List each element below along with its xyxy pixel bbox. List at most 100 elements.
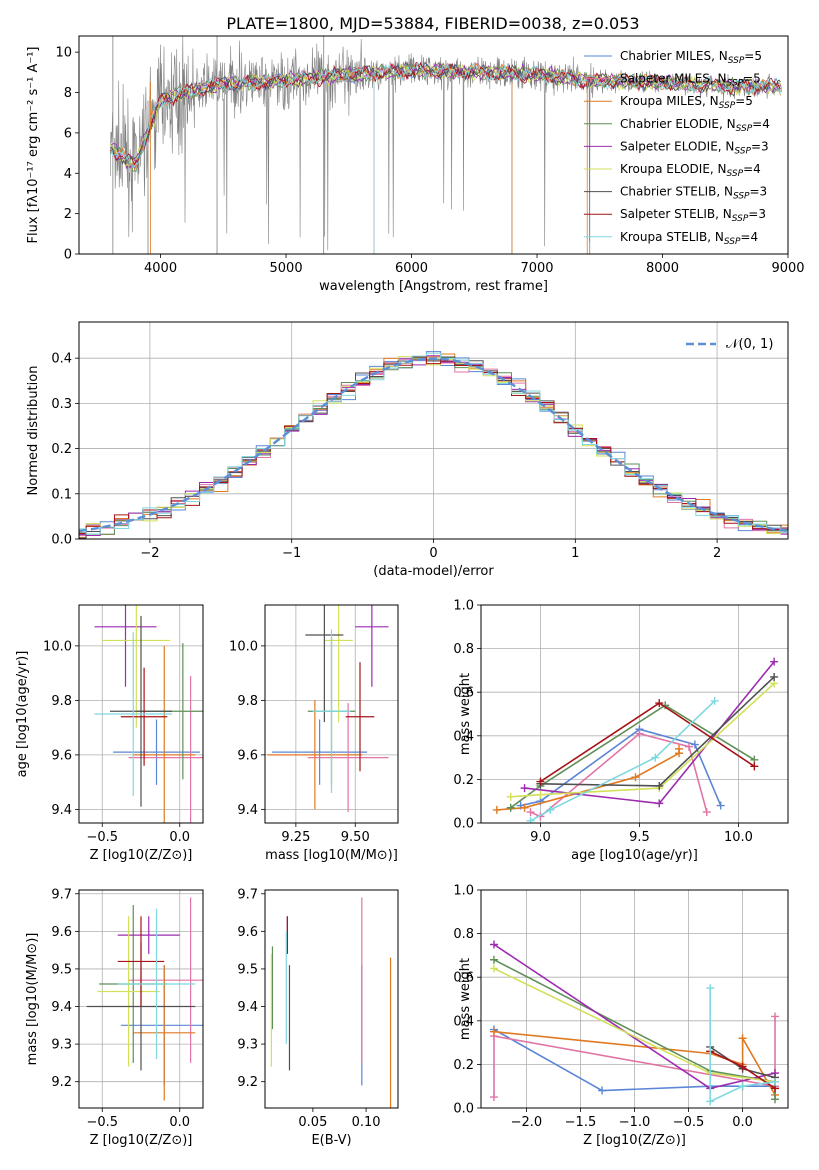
legend-label: Salpeter STELIB, NSSP=3 bbox=[620, 207, 766, 224]
y-tick-label: 0.0 bbox=[51, 533, 72, 548]
spectrum-legend: Chabrier MILES, NSSP=5 Salpeter MILES, NS… bbox=[584, 49, 770, 247]
x-tick-label: 9.25 bbox=[281, 830, 310, 845]
y-tick-label: 0.6 bbox=[453, 971, 474, 986]
axes-massweight-vs-Z: −2.0 −1.5 −1.0 −0.5 0.0 0.0 0.2 0.4 0.6 0.8 1.0 Z [… bbox=[453, 884, 789, 1148]
y-tick-label: 9.4 bbox=[51, 1000, 72, 1015]
y-axis-label: mass weight bbox=[458, 958, 473, 1040]
x-tick-label: 0 bbox=[429, 546, 437, 561]
legend-label: 𝒩(0, 1) bbox=[726, 337, 773, 352]
y-tick-label: 6 bbox=[64, 126, 72, 141]
series-line-8 bbox=[530, 700, 716, 822]
x-tick-label: 0.05 bbox=[298, 1115, 327, 1130]
x-tick-label: 1 bbox=[571, 546, 579, 561]
y-tick-label: 9.7 bbox=[237, 887, 258, 902]
x-tick-label: 0.10 bbox=[352, 1115, 381, 1130]
model-spectrum-7 bbox=[110, 61, 781, 166]
x-tick-label: 9.5 bbox=[629, 830, 650, 845]
x-tick-label: 6000 bbox=[395, 261, 428, 276]
series-marker-8 bbox=[710, 696, 719, 705]
series-marker-6 bbox=[655, 781, 664, 790]
plot-area-age-vs-mass bbox=[267, 605, 389, 813]
y-tick-label: 9.2 bbox=[237, 1075, 258, 1090]
series-marker-7 bbox=[536, 777, 545, 786]
x-axis-label: E(B-V) bbox=[311, 1133, 351, 1148]
histogram-7 bbox=[79, 356, 788, 535]
y-tick-label: 9.3 bbox=[237, 1038, 258, 1053]
series-marker-2 bbox=[675, 744, 684, 753]
legend-label: Chabrier ELODIE, NSSP=4 bbox=[620, 117, 770, 134]
series-marker-3 bbox=[506, 803, 515, 812]
series-marker-1 bbox=[702, 808, 711, 817]
axes-spectrum: 4000 5000 6000 7000 8000 9000 0 2 4 6 8 10 wavelengt… bbox=[26, 35, 805, 294]
y-tick-label: 9.4 bbox=[51, 803, 72, 818]
x-axis-label: Z [log10(Z/Z⊙)] bbox=[90, 848, 193, 863]
y-tick-label: 0.8 bbox=[453, 927, 474, 942]
histogram-6 bbox=[79, 356, 788, 539]
legend-label: Chabrier STELIB, NSSP=3 bbox=[620, 185, 767, 202]
y-tick-label: 10.0 bbox=[43, 639, 72, 654]
y-tick-label: 9.6 bbox=[51, 925, 72, 940]
x-tick-label: −1.0 bbox=[619, 1115, 651, 1130]
x-tick-label: 4000 bbox=[144, 261, 177, 276]
y-tick-label: 9.6 bbox=[237, 925, 258, 940]
legend-label: Chabrier MILES, NSSP=5 bbox=[620, 49, 762, 66]
series-marker-0 bbox=[716, 801, 725, 810]
x-tick-label: 9.50 bbox=[341, 830, 370, 845]
model-spectrum-4 bbox=[110, 62, 781, 170]
y-axis-label: Normed distribution bbox=[26, 366, 41, 496]
axes-frame bbox=[78, 321, 789, 540]
axes-age-vs-mass: 9.25 9.50 9.4 9.6 9.8 10.0 mass [log10(M/M⊙)] bbox=[229, 604, 399, 863]
series-marker-4 bbox=[489, 940, 498, 949]
axes-frame bbox=[480, 889, 789, 1109]
series-marker-5 bbox=[489, 964, 498, 973]
y-tick-label: 0.0 bbox=[453, 1102, 474, 1117]
y-tick-label: 0.4 bbox=[453, 1014, 474, 1029]
series-marker-2 bbox=[520, 803, 529, 812]
y-tick-label: 10.0 bbox=[229, 639, 258, 654]
x-tick-label: 2 bbox=[713, 546, 721, 561]
plot-area-mass-vs-Z bbox=[86, 897, 203, 1101]
histogram-4 bbox=[79, 355, 788, 536]
normal-reference-curve bbox=[79, 357, 788, 533]
x-axis-label: mass [log10(M/M⊙)] bbox=[265, 848, 398, 863]
series-marker-8 bbox=[651, 753, 660, 762]
series-marker-4 bbox=[655, 799, 664, 808]
axes-frame bbox=[78, 35, 789, 255]
legend-label: Salpeter MILES, NSSP=5 bbox=[620, 72, 761, 89]
x-tick-label: −0.5 bbox=[86, 830, 118, 845]
x-tick-label: −1 bbox=[282, 546, 301, 561]
model-spectrum-8 bbox=[110, 61, 781, 169]
plot-area-massweight-vs-age bbox=[492, 657, 779, 823]
axes-mass-vs-Z: −0.5 0.0 9.2 9.3 9.4 9.5 9.6 9.7 Z [log10(Z/Z⊙)]… bbox=[25, 887, 204, 1148]
y-tick-label: 0.4 bbox=[453, 729, 474, 744]
y-tick-label: 9.3 bbox=[51, 1038, 72, 1053]
y-axis-label: Flux [fλ10⁻¹⁷ erg cm⁻² s⁻¹ A⁻¹] bbox=[26, 47, 41, 244]
series-marker-1 bbox=[771, 1012, 780, 1021]
y-tick-label: 9.2 bbox=[51, 1075, 72, 1090]
y-tick-label: 0.2 bbox=[51, 442, 72, 457]
x-axis-label: age [log10(age/yr)] bbox=[571, 848, 698, 863]
series-marker-2 bbox=[489, 1027, 498, 1036]
series-marker-2 bbox=[738, 1034, 747, 1043]
x-tick-label: −0.5 bbox=[673, 1115, 705, 1130]
y-tick-label: 0.2 bbox=[453, 773, 474, 788]
series-marker-0 bbox=[598, 1086, 607, 1095]
y-tick-label: 9.4 bbox=[237, 1000, 258, 1015]
series-line-1 bbox=[493, 1016, 776, 1098]
series-marker-1 bbox=[635, 729, 644, 738]
series-marker-8 bbox=[771, 1077, 780, 1086]
y-tick-label: 9.5 bbox=[51, 962, 72, 977]
x-tick-label: 0.0 bbox=[169, 1115, 190, 1130]
axes-age-vs-Z: −0.5 0.0 9.4 9.6 9.8 10.0 Z [log10(Z/Z⊙)] age [… bbox=[15, 604, 204, 863]
x-axis-label: Z [log10(Z/Z⊙)] bbox=[583, 1133, 686, 1148]
legend-label: Kroupa ELODIE, NSSP=4 bbox=[620, 162, 761, 179]
y-tick-label: 0.8 bbox=[453, 642, 474, 657]
plot-area-age-vs-Z bbox=[94, 605, 203, 823]
y-axis-label: age [log10(age/yr)] bbox=[15, 651, 30, 778]
series-marker-3 bbox=[771, 1095, 780, 1104]
y-tick-label: 0.6 bbox=[453, 686, 474, 701]
series-line-6 bbox=[540, 676, 775, 787]
x-tick-label: −2.0 bbox=[511, 1115, 543, 1130]
series-marker-2 bbox=[492, 805, 501, 814]
